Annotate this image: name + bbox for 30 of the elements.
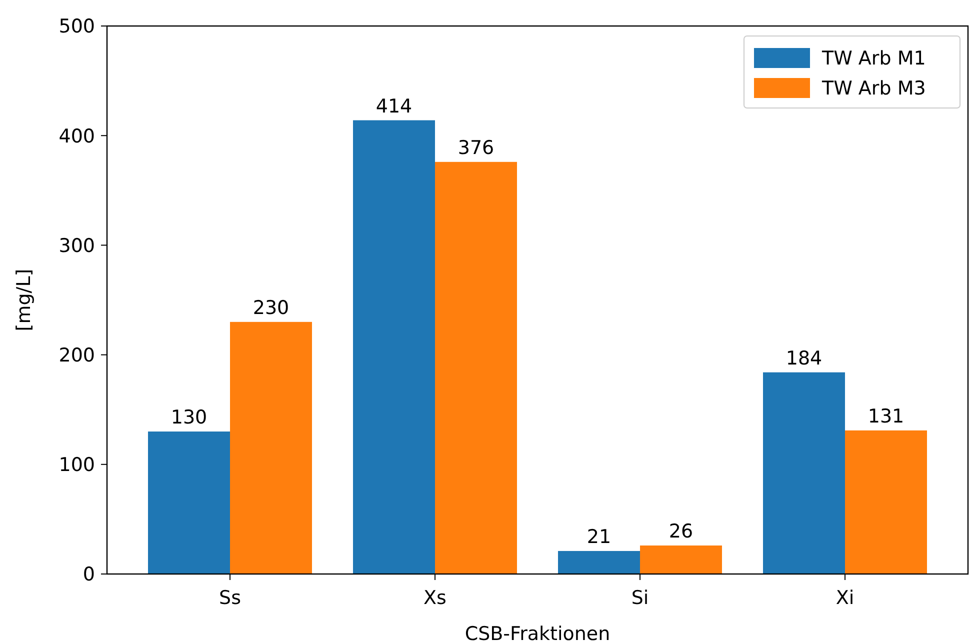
y-tick-label: 100 bbox=[58, 454, 95, 476]
x-axis-title: CSB-Fraktionen bbox=[464, 623, 610, 643]
y-tick-label: 300 bbox=[58, 234, 95, 257]
bar bbox=[558, 550, 640, 574]
bar bbox=[640, 546, 722, 574]
data-label: 414 bbox=[376, 95, 412, 118]
bar bbox=[230, 322, 312, 574]
y-tick-label: 400 bbox=[58, 125, 95, 148]
data-label: 130 bbox=[170, 406, 208, 429]
data-label: 184 bbox=[786, 347, 822, 370]
data-label: 376 bbox=[458, 136, 494, 159]
data-label: 230 bbox=[252, 296, 290, 319]
x-tick-label: Si bbox=[631, 587, 649, 609]
x-tick-label: Xs bbox=[424, 587, 446, 609]
data-label: 21 bbox=[586, 526, 612, 548]
data-label: 131 bbox=[868, 405, 904, 428]
bar bbox=[763, 372, 845, 574]
y-tick-label: 500 bbox=[58, 16, 95, 38]
bar bbox=[148, 432, 230, 574]
bar bbox=[845, 430, 927, 574]
bar bbox=[435, 162, 517, 574]
y-tick-label: 200 bbox=[58, 344, 95, 366]
legend-label: TW Arb M3 bbox=[821, 78, 926, 100]
y-tick-label: 0 bbox=[82, 564, 95, 586]
bar bbox=[353, 120, 435, 574]
legend-label: TW Arb M1 bbox=[821, 48, 926, 70]
y-axis-title: [mg/L] bbox=[13, 268, 35, 332]
x-tick-label: Ss bbox=[219, 587, 241, 609]
x-tick-label: Xi bbox=[836, 587, 854, 609]
data-label: 26 bbox=[668, 520, 694, 543]
